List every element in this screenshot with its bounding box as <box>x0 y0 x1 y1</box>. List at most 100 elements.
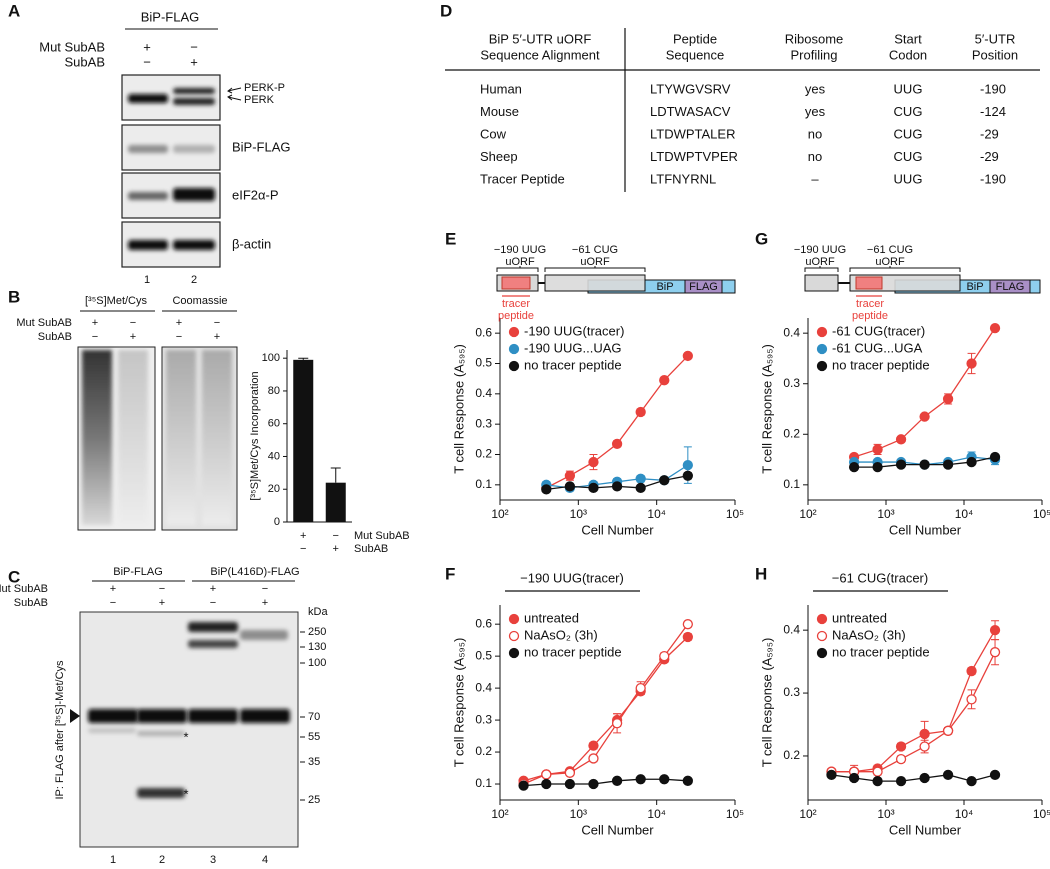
data-point <box>895 459 907 470</box>
data-point <box>895 434 907 445</box>
y-tick-label: 80 <box>268 385 280 397</box>
y-axis-label: [³⁵S]Met/Cys Incorporation <box>249 371 261 500</box>
size-marker: 130 <box>308 641 326 653</box>
data-point <box>611 438 623 450</box>
flag-box <box>989 279 1031 294</box>
data-point <box>611 481 623 492</box>
x-tick-label: 10⁵ <box>1033 807 1050 821</box>
data-point <box>635 482 646 494</box>
data-point <box>895 741 907 752</box>
data-point <box>919 459 930 470</box>
lane-number: 2 <box>159 854 165 866</box>
condition-sign: + <box>190 54 198 69</box>
blot-band <box>128 192 168 200</box>
condition-sign: + <box>210 583 216 595</box>
data-point <box>659 774 670 785</box>
asterisk: * <box>183 729 188 744</box>
bar <box>293 359 314 522</box>
table-header: Profiling <box>791 47 838 62</box>
condition-label: Mut SubAB <box>39 39 105 54</box>
site-bracket <box>849 266 961 272</box>
axis-label: IP: FLAG after [³⁵S]-Met/Cys <box>54 660 66 800</box>
y-tick-label: 0.1 <box>475 776 492 790</box>
lane-smear <box>202 350 232 525</box>
data-point <box>919 772 930 784</box>
y-tick-label: 0.4 <box>475 386 492 400</box>
legend-marker <box>508 630 520 642</box>
blot-band <box>240 630 288 640</box>
data-point <box>942 769 954 780</box>
blot-band <box>88 728 136 733</box>
tracer-box <box>501 276 531 290</box>
x-tick-label: 10⁴ <box>955 807 974 821</box>
y-axis-label: T cell Response (A₅₉₅) <box>451 638 466 768</box>
site-bracket <box>804 266 839 272</box>
blot-band <box>137 731 185 736</box>
table-cell: Tracer Peptide <box>480 171 565 186</box>
table-cell: LTFNYRNL <box>650 171 716 186</box>
data-point <box>682 459 693 471</box>
legend-marker <box>508 360 520 372</box>
y-tick-label: 0.1 <box>783 477 800 491</box>
table-header: Sequence <box>666 47 725 62</box>
site-label: uORF <box>805 256 835 268</box>
panel-letter: E <box>445 229 456 248</box>
blot-band <box>173 145 215 153</box>
condition-sign: − <box>143 54 151 69</box>
x-axis-label: Cell Number <box>581 822 654 837</box>
y-tick-label: 0.5 <box>475 356 492 370</box>
legend-label: no tracer peptide <box>832 644 930 659</box>
band-label: β-actin <box>232 236 271 251</box>
y-tick-label: 0.2 <box>475 447 492 461</box>
data-point <box>919 728 930 740</box>
condition-label: SubAB <box>14 597 48 609</box>
data-point <box>989 647 1001 658</box>
legend-label: NaAsO₂ (3h) <box>524 627 598 642</box>
flag-box <box>684 279 723 294</box>
data-point <box>682 350 693 362</box>
blot-band <box>173 98 215 105</box>
condition-sign: + <box>92 317 98 329</box>
table-cell: LTYWGVSRV <box>650 81 731 96</box>
panel-letter: H <box>755 564 767 583</box>
band-label: PERK <box>244 94 275 106</box>
lane-smear <box>166 350 196 525</box>
table-cell: no <box>808 149 822 164</box>
size-marker: 70 <box>308 711 320 723</box>
size-marker: 100 <box>308 657 326 669</box>
x-axis-label: Cell Number <box>581 522 654 537</box>
condition-sign: − <box>210 597 216 609</box>
y-axis-label: T cell Response (A₅₉₅) <box>451 344 466 474</box>
data-point <box>966 358 977 369</box>
y-tick-label: 0.2 <box>783 748 800 762</box>
blot-band <box>188 640 238 648</box>
table-cell: yes <box>805 104 826 119</box>
condition-sign: + <box>143 39 151 54</box>
condition-sign: + <box>130 331 136 343</box>
y-tick-label: 20 <box>268 483 280 495</box>
site-label: uORF <box>875 256 905 268</box>
error-bar <box>330 467 341 483</box>
data-point <box>564 767 576 778</box>
table-header: Peptide <box>673 31 717 46</box>
table-cell: -190 <box>980 171 1006 186</box>
tracer-label: tracer <box>502 298 530 310</box>
site-label: −190 UUG <box>494 244 546 256</box>
blot-band <box>88 709 138 723</box>
data-point <box>541 484 552 495</box>
tracer-label: tracer <box>856 298 884 310</box>
table-cell: no <box>808 126 822 141</box>
table-cell: LTDWPTALER <box>650 126 735 141</box>
box-label: BiP <box>656 281 673 293</box>
data-point <box>564 481 576 492</box>
table-cell: -190 <box>980 81 1006 96</box>
table-header: 5′-UTR <box>975 31 1016 46</box>
condition-label: Mut SubAB <box>0 583 48 595</box>
site-label: uORF <box>505 256 535 268</box>
site-label: −61 CUG <box>867 244 913 256</box>
table-cell: CUG <box>894 104 923 119</box>
site-label: −61 CUG <box>572 244 618 256</box>
uorf-box <box>804 274 839 292</box>
data-point <box>635 774 646 785</box>
data-point <box>635 406 646 418</box>
